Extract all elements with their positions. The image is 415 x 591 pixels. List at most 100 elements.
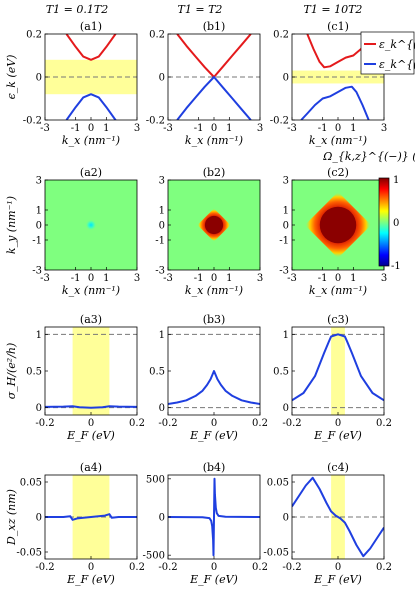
x-tick-label: 3 bbox=[257, 273, 263, 284]
panel-title-b2: (b2) bbox=[203, 166, 226, 179]
panel-title-a4: (a4) bbox=[80, 461, 102, 474]
y-tick-label: 3 bbox=[283, 176, 289, 187]
series-line-0 bbox=[292, 333, 384, 402]
y-tick-label: 500 bbox=[146, 474, 165, 485]
x-tick-label: -3 bbox=[287, 123, 297, 134]
highlight-band bbox=[331, 327, 345, 415]
x-axis-label: E_F (eV) bbox=[313, 573, 362, 586]
panel-c4: (c4) -0.2 0 0.2 0.05 0 -0.05 E_F (eV) bbox=[263, 461, 392, 586]
y-tick-label: 0 bbox=[36, 403, 42, 414]
plot-area-b2 bbox=[168, 180, 260, 270]
x-tick-label: 3 bbox=[257, 123, 263, 134]
x-tick-label: -1 bbox=[194, 273, 204, 284]
plot-area-a4 bbox=[45, 475, 137, 559]
panel-b4: (b4) -0.2 0 0.2 500 0 -500 E_F (eV) bbox=[143, 461, 268, 586]
y-tick-label: -0.2 bbox=[270, 116, 289, 127]
x-tick-label: 0 bbox=[211, 123, 217, 134]
x-axis-label: k_x (nm⁻¹) bbox=[185, 134, 243, 147]
y-tick-label: 0.5 bbox=[149, 367, 165, 378]
x-tick-label: 0 bbox=[88, 273, 94, 284]
y-tick-label: -500 bbox=[143, 551, 165, 562]
x-axis-label: E_F (eV) bbox=[189, 429, 238, 442]
x-tick-label: -0.2 bbox=[158, 562, 177, 573]
y-tick-label: 3 bbox=[36, 176, 42, 187]
x-tick-label: -1 bbox=[71, 123, 81, 134]
x-tick-label: -0.2 bbox=[35, 562, 54, 573]
x-tick-label: -3 bbox=[40, 273, 50, 284]
x-tick-label: 0.2 bbox=[129, 418, 145, 429]
colorbar-tick-min: -1 bbox=[391, 261, 401, 272]
x-tick-label: 0 bbox=[211, 273, 217, 284]
x-tick-label: 1 bbox=[103, 123, 109, 134]
x-tick-label: -3 bbox=[163, 123, 173, 134]
x-tick-label: 1 bbox=[226, 273, 232, 284]
panel-b1: (b1)-3 -1 0 1 30.20-0.2k_x (nm⁻¹) bbox=[146, 20, 263, 147]
y-tick-label: -0.05 bbox=[16, 548, 42, 559]
y-tick-label: -3 bbox=[155, 266, 165, 277]
berry-core bbox=[204, 215, 224, 235]
y-tick-label: -1 bbox=[155, 236, 165, 247]
x-tick-label: 0 bbox=[88, 418, 94, 429]
x-tick-label: 0 bbox=[88, 562, 94, 573]
panel-a4: (a4) -0.2 0 0.2 0.05 0 -0.05 E_F (eV) D_xz (nm) bbox=[5, 461, 145, 586]
y-axis-label: ϵ_k (eV) bbox=[5, 55, 18, 100]
panel-title-c3: (c3) bbox=[327, 313, 349, 326]
x-tick-label: 0.2 bbox=[129, 562, 145, 573]
panel-b3: (b3)-0.2 0 0.210.50E_F (eV) bbox=[149, 313, 268, 442]
x-tick-label: 3 bbox=[381, 123, 387, 134]
plot-area-b4 bbox=[168, 477, 260, 557]
legend-label-lower: ε_k^{(−)} bbox=[379, 58, 415, 71]
x-tick-label: 0 bbox=[211, 418, 217, 429]
y-tick-label: 0.2 bbox=[149, 30, 165, 41]
y-tick-label: 0 bbox=[283, 73, 289, 84]
plot-area-c4 bbox=[292, 475, 384, 559]
x-axis-label: k_x (nm⁻¹) bbox=[62, 134, 120, 147]
panel-a3: (a3)-0.2 0 0.210.50E_F (eV)σ_H/(e²/h) bbox=[5, 313, 145, 442]
highlight-band bbox=[45, 59, 137, 95]
x-tick-label: 0.2 bbox=[376, 418, 392, 429]
x-tick-label: 1 bbox=[350, 123, 356, 134]
x-tick-label: 0 bbox=[335, 123, 341, 134]
y-tick-label: -3 bbox=[32, 266, 42, 277]
y-tick-label: 0 bbox=[159, 221, 165, 232]
series-line-0 bbox=[45, 405, 137, 409]
series-line-0 bbox=[168, 477, 260, 557]
y-tick-label: 0 bbox=[36, 221, 42, 232]
panel-title-c1: (c1) bbox=[327, 20, 349, 33]
y-tick-label: 1 bbox=[159, 206, 165, 217]
panel-title-c4: (c4) bbox=[327, 461, 349, 474]
x-tick-label: -0.2 bbox=[35, 418, 54, 429]
column-title-1: T1 = 0.1T2 bbox=[46, 3, 108, 16]
y-tick-label: 0 bbox=[283, 221, 289, 232]
colorbar-label: Ω_{k,z}^{(−)} (nm²) bbox=[322, 150, 415, 163]
x-axis-label: k_x (nm⁻¹) bbox=[185, 284, 243, 297]
y-tick-label: 1 bbox=[36, 330, 42, 341]
column-title-3: T1 = 10T2 bbox=[304, 3, 363, 16]
y-tick-label: 1 bbox=[159, 330, 165, 341]
x-tick-label: -3 bbox=[40, 123, 50, 134]
series-line-lower bbox=[176, 76, 252, 120]
y-axis-label: k_y (nm⁻¹) bbox=[5, 196, 18, 254]
band-legend: ε_k^{(+)} ε_k^{(−)} bbox=[360, 31, 415, 75]
column-title-2: T1 = T2 bbox=[178, 3, 223, 16]
x-tick-label: 3 bbox=[134, 123, 140, 134]
series-line-0 bbox=[292, 476, 384, 558]
colorbar-tick-max: 1 bbox=[393, 175, 399, 186]
y-tick-label: 3 bbox=[159, 176, 165, 187]
plot-area-a1 bbox=[45, 34, 137, 120]
x-axis-label: E_F (eV) bbox=[66, 429, 115, 442]
colorbar-tick-zero: 0 bbox=[393, 218, 399, 229]
panel-title-a1: (a1) bbox=[80, 20, 102, 33]
highlight-band bbox=[72, 327, 110, 415]
x-axis-label: k_x (nm⁻¹) bbox=[309, 134, 367, 147]
x-tick-label: 0.2 bbox=[252, 562, 268, 573]
x-tick-label: 0 bbox=[335, 418, 341, 429]
y-tick-label: 0.05 bbox=[20, 478, 42, 489]
y-tick-label: 0 bbox=[159, 403, 165, 414]
panel-title-b4: (b4) bbox=[203, 461, 226, 474]
panel-a1: (a1)-3 -1 0 1 30.20-0.2k_x (nm⁻¹)ϵ_k (eV) bbox=[5, 20, 140, 147]
y-tick-label: 0 bbox=[283, 513, 289, 524]
plot-area-b1 bbox=[168, 34, 260, 120]
